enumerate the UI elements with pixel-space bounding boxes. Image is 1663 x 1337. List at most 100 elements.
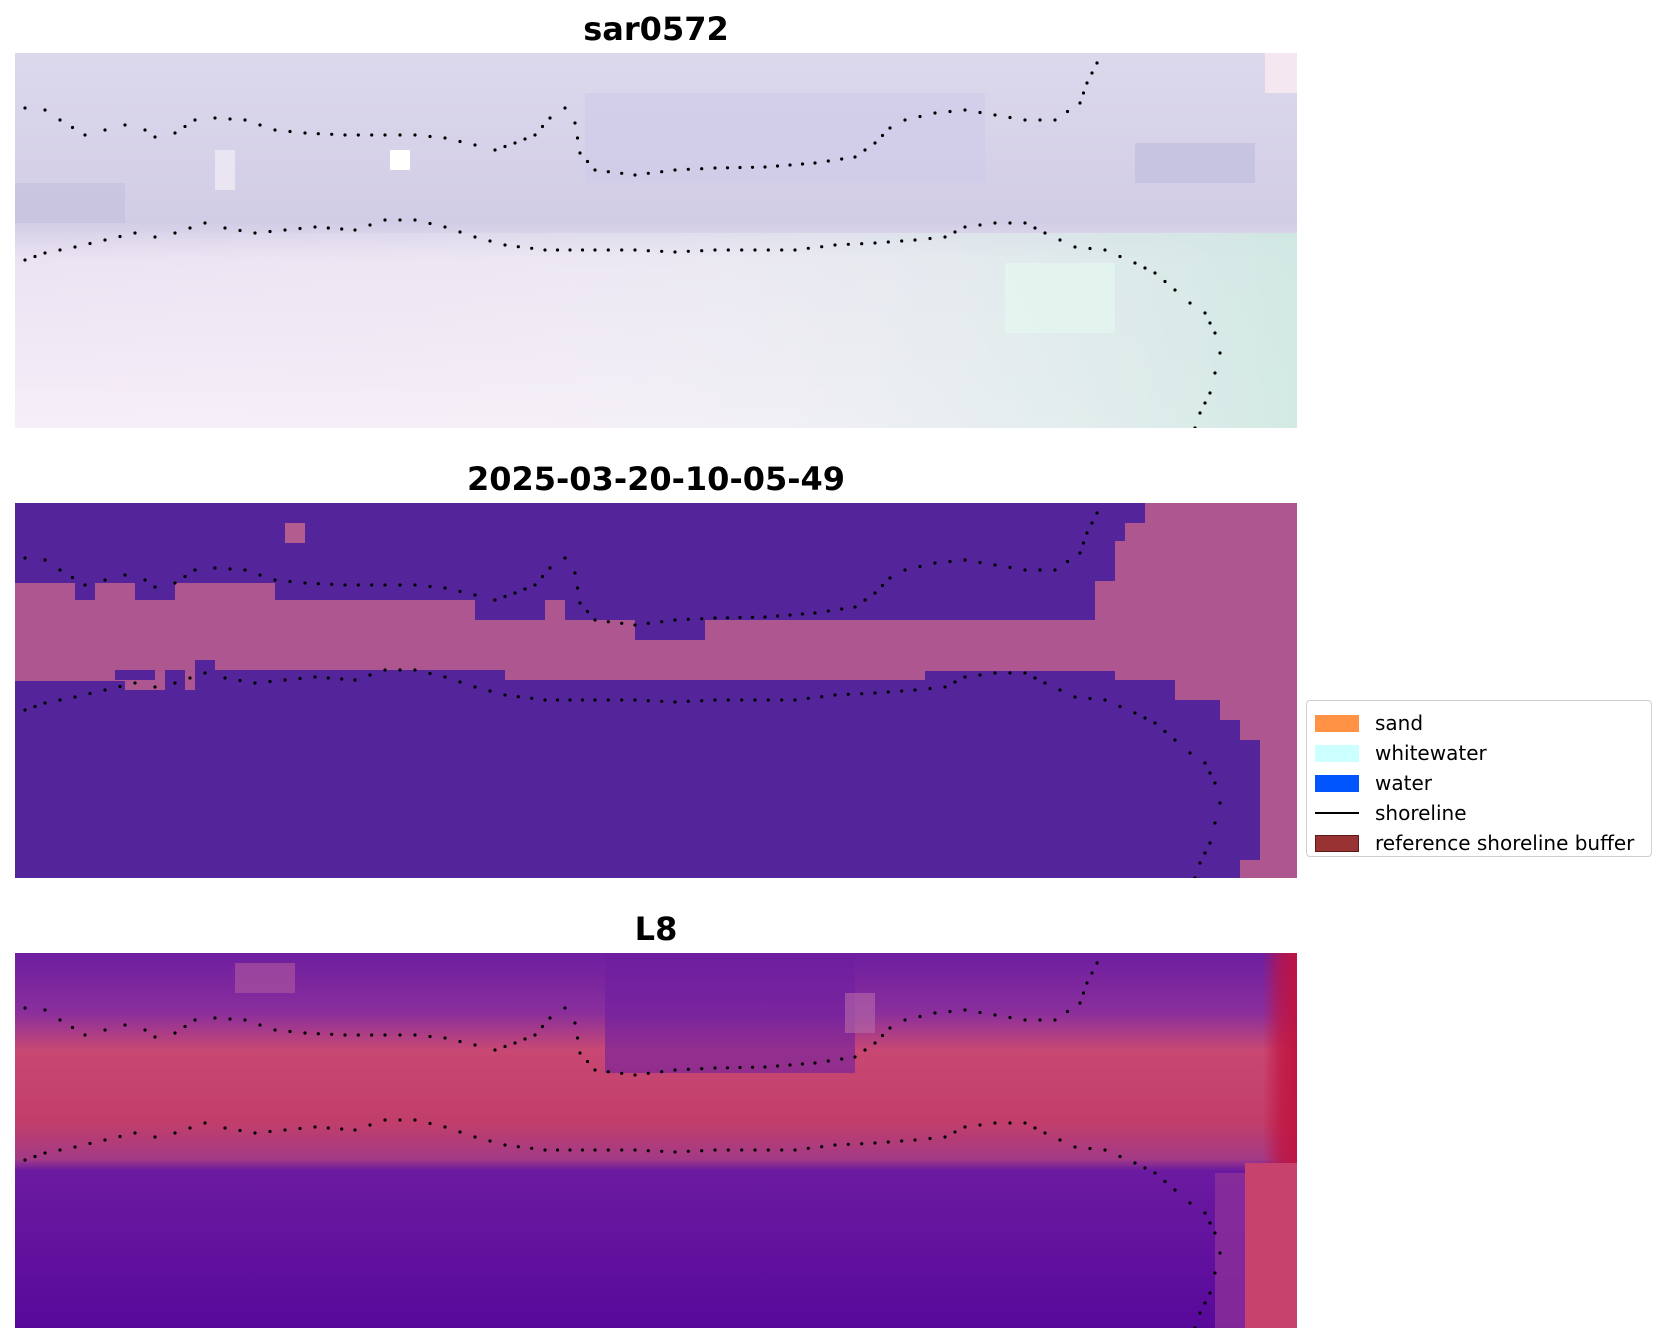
shoreline-dot: [918, 564, 922, 569]
shoreline-dot: [473, 593, 477, 597]
shoreline-dot: [740, 698, 744, 702]
shoreline-dot: [213, 116, 217, 120]
shoreline-dot: [273, 128, 277, 132]
shoreline-dot: [753, 698, 757, 702]
shoreline-dot: [750, 1065, 755, 1069]
shoreline-dot: [806, 1146, 810, 1150]
shoreline-dot: [888, 1026, 892, 1030]
shoreline-dot: [353, 228, 357, 232]
shoreline-dot: [368, 223, 372, 227]
shoreline-dot: [880, 1033, 885, 1038]
shoreline-dot: [886, 240, 890, 244]
shoreline-dot: [813, 1061, 817, 1065]
shoreline-dot: [800, 1062, 805, 1066]
shoreline-dot: [488, 689, 492, 693]
shoreline-dot: [1213, 371, 1217, 375]
shoreline-dot: [258, 123, 262, 127]
shoreline-dot: [933, 561, 937, 565]
shoreline-dot: [978, 673, 982, 677]
shoreline-dot: [368, 1123, 372, 1127]
shoreline-dot: [750, 615, 755, 619]
shoreline-dot: [1085, 981, 1089, 985]
shoreline-dot: [1143, 266, 1147, 270]
shoreline-dot: [368, 673, 372, 677]
legend-item-reference-buffer: reference shoreline buffer: [1315, 828, 1643, 858]
shoreline-dot: [763, 165, 767, 169]
shoreline-dot: [788, 613, 792, 617]
shoreline-dot: [273, 578, 277, 582]
shoreline-dot: [585, 1059, 590, 1064]
shoreline-dot: [840, 1057, 844, 1061]
shoreline-dot: [978, 110, 982, 115]
shoreline-dot: [330, 132, 334, 136]
shoreline-dot: [863, 148, 867, 152]
shoreline-dot: [503, 144, 507, 149]
shoreline-dot: [58, 568, 62, 572]
shoreline-dot: [443, 675, 447, 679]
shoreline-dot: [800, 162, 805, 166]
shoreline-dot: [1088, 1146, 1092, 1151]
shoreline-dot: [548, 116, 552, 120]
shoreline-dot: [575, 136, 580, 140]
shoreline-dot: [533, 133, 537, 137]
shoreline-dot: [1143, 1166, 1147, 1170]
shoreline-dot: [73, 695, 77, 699]
shoreline-dot: [58, 1018, 62, 1022]
shoreline-dot: [88, 241, 92, 246]
shoreline-dot: [593, 698, 597, 702]
shoreline-dot: [1088, 246, 1092, 251]
shoreline-dot: [1023, 118, 1027, 122]
shoreline-dot: [1213, 1231, 1217, 1235]
shoreline-dot: [253, 681, 257, 685]
shoreline-dot: [23, 1158, 27, 1162]
shoreline-dot: [43, 108, 47, 112]
shoreline-dot: [646, 171, 650, 175]
shoreline-dot: [813, 611, 817, 615]
shoreline-dot: [493, 1048, 497, 1052]
shoreline-dot: [123, 123, 127, 127]
shoreline-dot: [223, 1126, 227, 1130]
shoreline-dot: [193, 568, 197, 572]
shoreline-dot: [133, 231, 137, 235]
shoreline-dot: [978, 1123, 982, 1127]
shoreline-dot: [253, 1131, 257, 1135]
shoreline-dot: [243, 1018, 247, 1022]
shoreline-dot: [860, 1142, 864, 1146]
shoreline-dot: [428, 1121, 432, 1126]
shoreline-dot: [993, 1013, 997, 1017]
shoreline-dot: [633, 1148, 637, 1152]
shoreline-dot: [173, 1131, 177, 1135]
shoreline-dot: [1073, 695, 1077, 699]
shoreline-dot: [738, 165, 742, 170]
shoreline-dot: [573, 121, 577, 125]
shoreline-dot: [343, 1033, 347, 1037]
shoreline-dot: [443, 136, 447, 140]
shoreline-dot: [800, 612, 805, 616]
shoreline-dot: [143, 128, 147, 132]
shoreline-dot: [330, 1032, 334, 1036]
shoreline-dot: [1218, 351, 1222, 355]
shoreline-dot: [578, 601, 582, 605]
shoreline-dot: [563, 556, 567, 560]
shoreline-dot: [103, 688, 107, 692]
shoreline-dot: [713, 1066, 717, 1070]
shoreline-dot: [1103, 248, 1107, 252]
shoreline-dot: [543, 1148, 547, 1152]
shoreline-dot: [1023, 221, 1027, 225]
shoreline-dot: [793, 698, 797, 702]
shoreline-dot: [820, 245, 824, 249]
shoreline-dot: [303, 1031, 307, 1035]
shoreline-dot: [326, 1126, 330, 1130]
shoreline-dot: [1208, 771, 1212, 775]
shoreline-dot: [203, 1121, 207, 1125]
shoreline-dot: [428, 671, 432, 676]
shoreline-dot: [503, 243, 507, 247]
shoreline-dot: [73, 1145, 77, 1149]
shoreline-dot: [58, 1148, 62, 1152]
shoreline-dot: [43, 1008, 47, 1012]
shoreline-dot: [123, 1023, 127, 1027]
shoreline-dot: [213, 1016, 217, 1020]
legend: sand whitewater water shoreline referenc…: [1306, 700, 1652, 857]
shoreline-dot: [530, 1146, 534, 1150]
shoreline-dot: [458, 680, 462, 684]
